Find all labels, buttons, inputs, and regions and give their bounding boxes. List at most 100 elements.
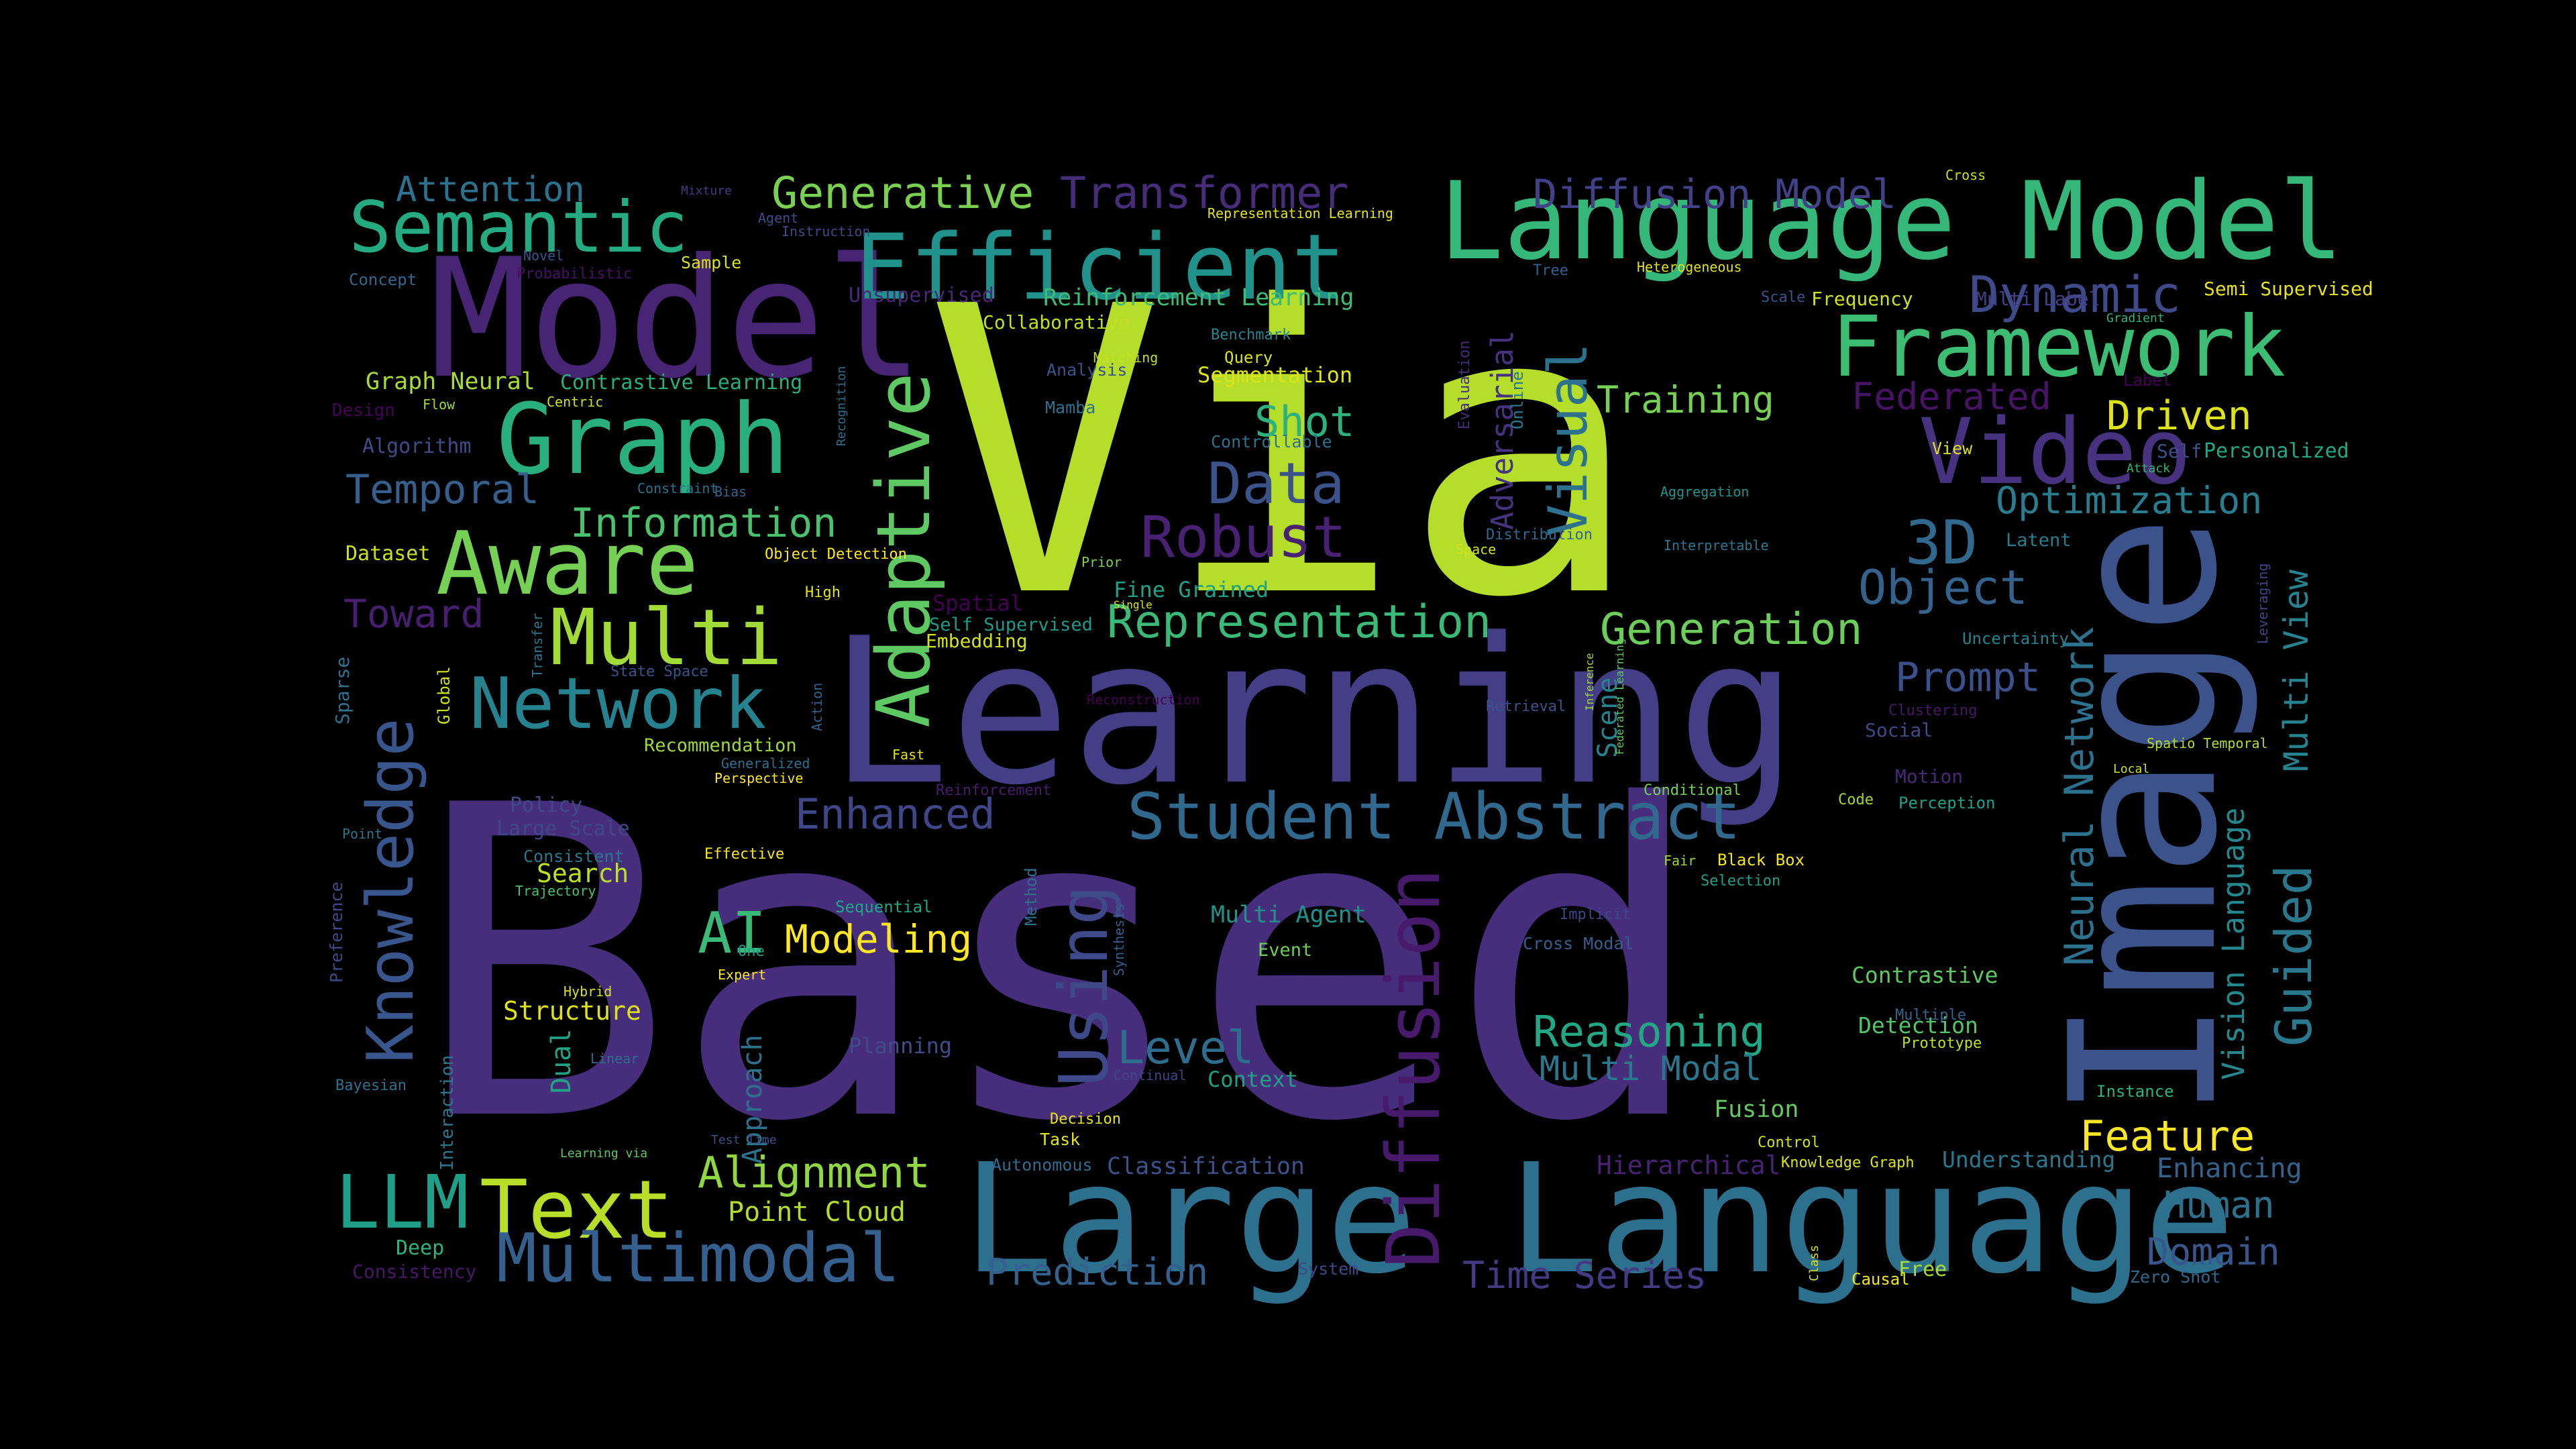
cloud-word: Prior — [1081, 554, 1122, 570]
cloud-word: Planning — [849, 1033, 952, 1059]
cloud-word: Segmentation — [1197, 362, 1352, 388]
cloud-word: Deep — [396, 1236, 444, 1260]
cloud-word: Aware — [436, 513, 698, 614]
cloud-word: Feature — [2080, 1112, 2255, 1161]
cloud-word: Semantic — [349, 186, 688, 268]
cloud-word: Driven — [2106, 392, 2252, 439]
cloud-word: Understanding — [1942, 1146, 2115, 1173]
cloud-word: One — [738, 943, 765, 960]
cloud-word: Detection — [1858, 1012, 1978, 1038]
cloud-word: Recommendation — [644, 735, 797, 756]
cloud-word: Task — [1040, 1130, 1080, 1149]
cloud-word: Autonomous — [991, 1155, 1093, 1175]
cloud-word: Prediction — [986, 1250, 1208, 1293]
cloud-word: Novel — [523, 248, 564, 264]
cloud-word: Point Cloud — [728, 1197, 906, 1228]
cloud-word: Generative — [771, 168, 1034, 219]
cloud-word: Approach — [737, 1034, 768, 1164]
cloud-word: Linear — [590, 1051, 639, 1067]
cloud-word: Multi Label — [1976, 288, 2100, 310]
cloud-word: Temporal — [345, 466, 539, 513]
cloud-word: Dynamic — [1969, 265, 2181, 324]
cloud-word: Interpretable — [1664, 537, 1769, 553]
cloud-word: Selection — [1701, 873, 1780, 890]
cloud-word: Cross — [1945, 167, 1986, 183]
cloud-word: Text — [480, 1164, 674, 1257]
cloud-word: Centric — [547, 394, 603, 410]
cloud-word: Cross Modal — [1523, 934, 1634, 953]
cloud-word: Prompt — [1895, 654, 2041, 701]
cloud-word: Training — [1597, 378, 1774, 421]
cloud-word: Sequential — [835, 898, 932, 916]
cloud-word: Adaptive — [861, 372, 947, 728]
cloud-word: Guided — [2264, 865, 2323, 1046]
cloud-word: Social — [1865, 719, 1933, 741]
cloud-word: Domain — [2147, 1230, 2280, 1273]
cloud-word: Representation Learning — [1208, 205, 1393, 221]
cloud-word: Hierarchical — [1597, 1150, 1781, 1180]
cloud-word: AI — [698, 900, 766, 967]
cloud-word: Label — [2123, 371, 2171, 390]
cloud-word: Control — [1758, 1134, 1820, 1151]
cloud-word: Multiple — [1895, 1007, 1966, 1024]
cloud-word: Inference — [1583, 653, 1596, 711]
cloud-word: Knowledge Graph — [1781, 1155, 1915, 1171]
cloud-word: Trajectory — [515, 883, 596, 899]
cloud-word: Level — [1117, 1022, 1254, 1075]
cloud-word: Unsupervised — [849, 284, 994, 307]
cloud-word: Decision — [1050, 1111, 1121, 1128]
cloud-word: Student Abstract — [1127, 780, 1741, 854]
cloud-word: Free — [1898, 1258, 1947, 1281]
cloud-word: Robust — [1140, 504, 1346, 571]
cloud-word: Information — [570, 500, 837, 547]
cloud-word: Federated Learning — [1613, 639, 1626, 755]
cloud-word: Perspective — [714, 770, 803, 786]
cloud-word: Implicit — [1560, 906, 1631, 923]
cloud-word: Hybrid — [564, 983, 612, 1000]
cloud-word: Event — [1258, 940, 1312, 961]
cloud-word: Reconstruction — [1087, 692, 1200, 708]
cloud-word: Instruction — [782, 223, 870, 239]
cloud-word: Shot — [1254, 397, 1354, 446]
cloud-word: Synthesis — [1111, 904, 1127, 976]
cloud-word: Neural Network — [2056, 627, 2103, 966]
cloud-word: Multi Agent — [1211, 902, 1366, 928]
cloud-word: Bayesian — [335, 1077, 407, 1094]
cloud-word: High — [805, 584, 841, 601]
cloud-word: Evaluation — [1456, 341, 1473, 429]
cloud-word: Distribution — [1486, 527, 1593, 543]
cloud-word: Code — [1838, 792, 1874, 808]
cloud-word: Language Model — [1439, 158, 2344, 284]
cloud-word: Multi — [550, 593, 782, 683]
cloud-word: Fair — [1664, 853, 1696, 869]
cloud-word: Model — [429, 223, 924, 415]
cloud-word: Leveraging — [2255, 564, 2271, 644]
cloud-word: Object Detection — [765, 546, 907, 563]
cloud-word: Clustering — [1888, 702, 1977, 719]
cloud-word: Generation — [1600, 604, 1862, 655]
cloud-word: Collaborative — [983, 311, 1130, 333]
cloud-word: Global — [435, 666, 453, 724]
cloud-word: Dual — [546, 1029, 577, 1093]
cloud-word: Multimodal — [496, 1219, 900, 1297]
cloud-word: Class — [1807, 1245, 1821, 1281]
cloud-word: Embedding — [926, 630, 1028, 652]
cloud-word: Learning via — [560, 1146, 647, 1161]
cloud-word: Reasoning — [1533, 1008, 1766, 1057]
cloud-word: Transformer — [1060, 168, 1348, 219]
cloud-word: State Space — [610, 663, 708, 680]
cloud-word: Alignment — [698, 1148, 930, 1198]
cloud-word: Self Supervised — [929, 614, 1093, 635]
cloud-word: Space — [1456, 541, 1496, 557]
cloud-word: Reinforcement Learning — [1043, 284, 1354, 311]
cloud-word: Attack — [2127, 462, 2170, 476]
cloud-word: Mixture — [681, 184, 732, 198]
cloud-word: Adversarial — [1485, 330, 1520, 530]
cloud-word: Transfer — [529, 613, 545, 678]
cloud-word: Contrastive Learning — [560, 371, 802, 394]
cloud-word: Design — [332, 400, 395, 421]
cloud-word: Query — [1224, 348, 1273, 367]
cloud-word: Graph Neural — [366, 368, 535, 395]
